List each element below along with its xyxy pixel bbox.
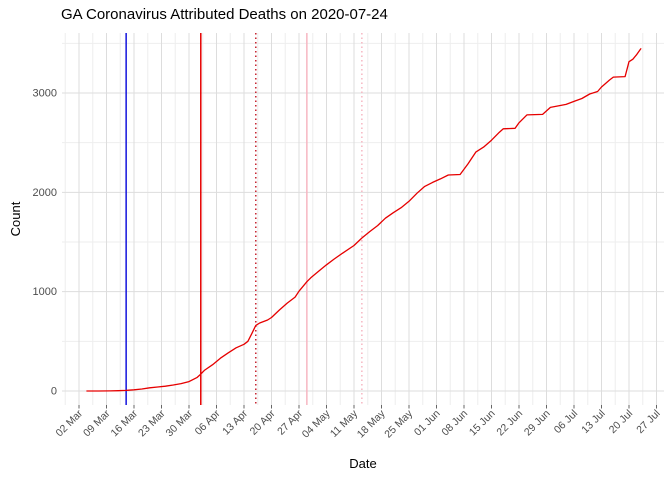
x-tick-label: 02 Mar — [54, 407, 86, 439]
cumulative-deaths-line — [86, 48, 642, 392]
x-tick-label: 20 Jul — [607, 408, 635, 436]
x-tick-label: 16 Mar — [109, 407, 141, 439]
x-axis-title: Date — [349, 456, 377, 471]
y-tick-label: 1000 — [33, 286, 57, 298]
reference-vlines — [125, 33, 363, 405]
x-tick-label: 25 May — [382, 407, 415, 440]
x-tick-label: 23 Mar — [136, 407, 168, 439]
x-tick-label: 20 Apr — [248, 407, 278, 437]
x-tick-label: 01 Jun — [412, 408, 443, 439]
y-tick-label: 0 — [51, 386, 57, 398]
x-tick-label: 22 Jun — [494, 408, 525, 439]
gridlines — [62, 33, 664, 405]
y-tick-label: 2000 — [33, 187, 57, 199]
x-tick-label: 18 May — [355, 407, 388, 440]
x-tick-label: 29 Jun — [522, 408, 553, 439]
x-tick-label: 04 May — [300, 407, 333, 440]
x-tick-label: 11 May — [328, 407, 361, 440]
x-tick-label: 27 Jul — [634, 408, 662, 436]
y-axis-ticks: 0 1000 2000 3000 — [33, 88, 57, 398]
x-tick-label: 15 Jun — [467, 408, 498, 439]
x-tick-label: 08 Jun — [439, 408, 470, 439]
chart-title: GA Coronavirus Attributed Deaths on 2020… — [61, 6, 388, 23]
x-tick-label: 09 Mar — [81, 407, 113, 439]
x-tick-label: 06 Apr — [193, 407, 223, 437]
x-tick-label: 06 Jul — [552, 408, 580, 436]
x-tick-label: 30 Mar — [164, 407, 196, 439]
x-tick-label: 13 Apr — [220, 407, 250, 437]
y-tick-label: 3000 — [33, 88, 57, 100]
x-tick-label: 13 Jul — [579, 408, 607, 436]
